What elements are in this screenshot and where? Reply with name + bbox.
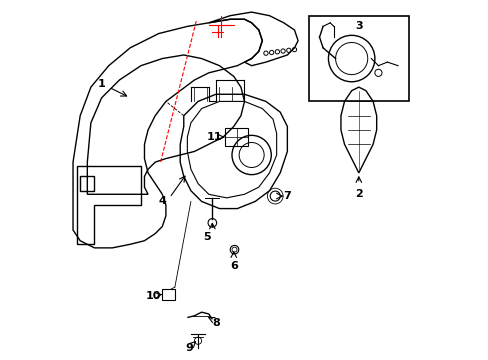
Text: 11: 11 bbox=[206, 132, 222, 142]
Text: 10: 10 bbox=[145, 291, 161, 301]
Text: 2: 2 bbox=[354, 189, 362, 199]
Bar bbox=[308, 16, 408, 102]
Text: 6: 6 bbox=[229, 261, 237, 271]
Bar bbox=[162, 289, 175, 300]
Text: 9: 9 bbox=[185, 343, 193, 353]
Text: 3: 3 bbox=[354, 21, 362, 31]
Text: 1: 1 bbox=[98, 78, 105, 89]
Bar bbox=[80, 176, 94, 191]
Text: 7: 7 bbox=[283, 191, 291, 201]
Text: 8: 8 bbox=[212, 318, 219, 328]
Text: 5: 5 bbox=[203, 232, 210, 242]
Text: 4: 4 bbox=[158, 197, 166, 206]
Bar bbox=[224, 128, 247, 146]
